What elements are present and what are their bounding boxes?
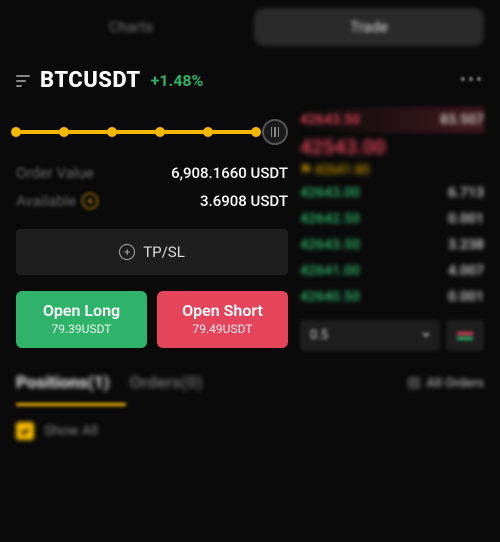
- bid-row[interactable]: 42643.503.238: [300, 232, 484, 258]
- top-tabs: Charts Trade: [0, 0, 500, 54]
- pair-change: +1.48%: [151, 71, 204, 90]
- add-funds-icon[interactable]: +: [82, 193, 98, 209]
- orderbook: 42643.5083.507 42543.00 ⚑ 42641.80 42643…: [300, 107, 484, 351]
- pair-header: BTCUSDT +1.48% •••: [0, 54, 500, 101]
- order-value: 6,908.1660 USDT: [171, 164, 288, 182]
- leverage-thumb[interactable]: [262, 119, 288, 145]
- bid-row[interactable]: 42640.500.001: [300, 284, 484, 310]
- open-long-button[interactable]: Open Long 79.39USDT: [16, 291, 147, 348]
- leverage-slider[interactable]: [16, 107, 288, 159]
- pair-symbol[interactable]: BTCUSDT: [40, 68, 141, 93]
- check-icon: [19, 425, 31, 437]
- available-label: Available +: [16, 192, 98, 210]
- last-price: 42543.00: [300, 133, 484, 161]
- bid-row[interactable]: 42642.500.001: [300, 206, 484, 232]
- list-icon: [407, 376, 421, 390]
- tab-trade[interactable]: Trade: [254, 8, 484, 46]
- bid-row[interactable]: 42641.004.007: [300, 258, 484, 284]
- tab-orders[interactable]: Orders(0): [129, 373, 202, 393]
- order-value-label: Order Value: [16, 164, 94, 182]
- pair-menu-icon[interactable]: [16, 75, 30, 87]
- bottom-tabs: Positions(1) Orders(0) All Orders: [0, 351, 500, 403]
- tab-positions[interactable]: Positions(1): [16, 373, 109, 393]
- more-icon[interactable]: •••: [460, 70, 484, 91]
- ask-row[interactable]: 42643.5083.507: [300, 107, 484, 133]
- available-value: 3.6908 USDT: [200, 192, 288, 210]
- orderbook-layout-toggle[interactable]: [446, 320, 484, 351]
- show-all-checkbox[interactable]: [16, 422, 34, 440]
- plus-icon: +: [119, 244, 135, 260]
- bid-row[interactable]: 42643.006.713: [300, 180, 484, 206]
- chevron-down-icon: [422, 333, 430, 338]
- show-all-label: Show All: [44, 423, 98, 439]
- tpsl-button[interactable]: + TP/SL: [16, 229, 288, 275]
- depth-step-select[interactable]: 0.5: [300, 320, 440, 351]
- mark-price: ⚑ 42641.80: [300, 161, 484, 180]
- all-orders-link[interactable]: All Orders: [407, 376, 484, 391]
- open-short-button[interactable]: Open Short 79.49USDT: [157, 291, 288, 348]
- tab-charts[interactable]: Charts: [16, 8, 246, 46]
